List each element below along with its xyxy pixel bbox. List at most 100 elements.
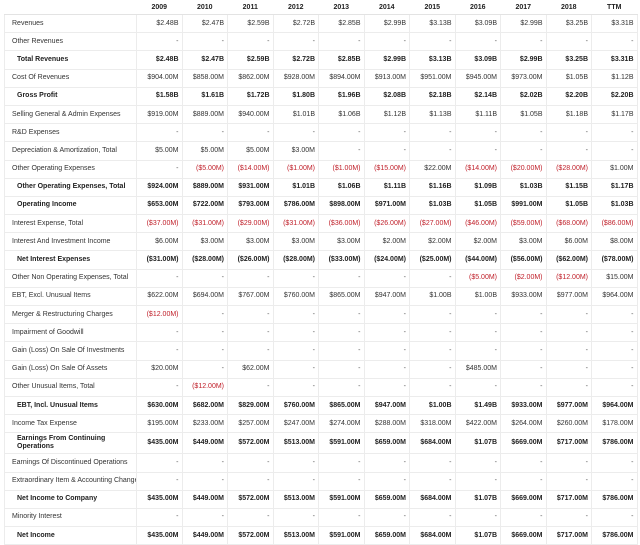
value-cell: - bbox=[409, 472, 456, 491]
value-cell: $1.11B bbox=[455, 105, 501, 125]
value-cell: ($46.00M) bbox=[455, 214, 501, 234]
year-header-2013: 2013 bbox=[318, 0, 364, 15]
value-cell: ($27.00M) bbox=[409, 214, 456, 234]
value-cell: - bbox=[273, 323, 319, 343]
table-row: Other Revenues - - - - - - - - - - - bbox=[4, 32, 638, 52]
value-cell: - bbox=[591, 305, 638, 325]
value-cell: ($31.00M) bbox=[273, 214, 319, 234]
table-row: Gross Profit $1.58B $1.61B $1.72B $1.80B $1.9… bbox=[4, 87, 638, 106]
table-row: Impairment of Goodwill - - - - - - - - - - - bbox=[4, 323, 638, 343]
value-cell: - bbox=[591, 141, 638, 161]
value-cell: $2.72B bbox=[273, 14, 319, 34]
value-cell: $933.00M bbox=[500, 396, 547, 416]
value-cell: $964.00M bbox=[591, 396, 638, 416]
value-cell: $1.09B bbox=[455, 178, 501, 197]
value-cell: $767.00M bbox=[227, 287, 274, 307]
row-label: Cost Of Revenues bbox=[4, 69, 137, 88]
table-row: Income Tax Expense $195.00M $233.00M $257.0… bbox=[4, 414, 638, 434]
value-cell: $973.00M bbox=[500, 69, 547, 88]
value-cell: $2.08B bbox=[364, 87, 410, 106]
row-label: Other Operating Expenses, Total bbox=[4, 178, 137, 197]
value-cell: $8.00M bbox=[591, 232, 638, 252]
value-cell: $1.15B bbox=[546, 178, 592, 197]
value-cell: $1.17B bbox=[591, 178, 638, 197]
value-cell: - bbox=[227, 32, 274, 52]
row-label: Earnings Of Discontinued Operations bbox=[4, 453, 137, 473]
value-cell: $264.00M bbox=[500, 414, 547, 434]
table-row: Interest And Investment Income $6.00M $3.0… bbox=[4, 232, 638, 252]
row-label: Interest Expense, Total bbox=[4, 214, 137, 234]
table-row: Earnings From Continuing Operations $435.… bbox=[4, 432, 638, 455]
value-cell: ($1.00M) bbox=[273, 160, 319, 179]
value-cell: $829.00M bbox=[227, 396, 274, 416]
value-cell: $3.00M bbox=[500, 232, 547, 252]
value-cell: - bbox=[182, 123, 228, 143]
value-cell: $435.00M bbox=[136, 490, 183, 509]
value-cell: $928.00M bbox=[273, 69, 319, 88]
value-cell: $62.00M bbox=[227, 360, 274, 379]
value-cell: - bbox=[364, 141, 410, 161]
table-row: Extraordinary Item & Accounting Change - -… bbox=[4, 472, 638, 491]
value-cell: $5.00M bbox=[136, 141, 183, 161]
value-cell: - bbox=[364, 378, 410, 397]
value-cell: $1.17B bbox=[591, 105, 638, 125]
value-cell: $947.00M bbox=[364, 287, 410, 307]
value-cell: $947.00M bbox=[364, 396, 410, 416]
value-cell: ($68.00M) bbox=[546, 214, 592, 234]
row-label: Other Unusual Items, Total bbox=[4, 378, 137, 397]
value-cell: $2.00M bbox=[364, 232, 410, 252]
table-row: Other Operating Expenses - ($5.00M) ($14.00… bbox=[4, 160, 638, 179]
row-label: Gain (Loss) On Sale Of Investments bbox=[4, 341, 137, 361]
row-label: Impairment of Goodwill bbox=[4, 323, 137, 343]
value-cell: $722.00M bbox=[182, 196, 228, 216]
value-cell: $15.00M bbox=[591, 269, 638, 288]
value-cell: $3.00M bbox=[273, 141, 319, 161]
value-cell: $991.00M bbox=[500, 196, 547, 216]
value-cell: - bbox=[182, 269, 228, 288]
value-cell: ($33.00M) bbox=[318, 250, 365, 270]
value-cell: $865.00M bbox=[318, 287, 365, 307]
value-cell: $1.00B bbox=[409, 396, 456, 416]
value-cell: - bbox=[455, 32, 501, 52]
table-row: Operating Income $653.00M $722.00M $793.00M… bbox=[4, 196, 638, 216]
row-label: Depreciation & Amortization, Total bbox=[4, 141, 137, 161]
value-cell: - bbox=[591, 472, 638, 491]
value-cell: - bbox=[182, 453, 228, 473]
value-cell: - bbox=[273, 360, 319, 379]
value-cell: - bbox=[136, 472, 183, 491]
value-cell: - bbox=[364, 453, 410, 473]
value-cell: $786.00M bbox=[591, 490, 638, 509]
value-cell: - bbox=[546, 378, 592, 397]
value-cell: $178.00M bbox=[591, 414, 638, 434]
value-cell: - bbox=[136, 123, 183, 143]
table-row: Other Unusual Items, Total - ($12.00M) - - - -… bbox=[4, 378, 638, 397]
value-cell: $513.00M bbox=[273, 526, 319, 545]
value-cell: - bbox=[591, 378, 638, 397]
value-cell: $2.99B bbox=[364, 50, 410, 70]
value-cell: $1.05B bbox=[455, 196, 501, 216]
value-cell: $669.00M bbox=[500, 526, 547, 545]
value-cell: $622.00M bbox=[136, 287, 183, 307]
value-cell: $684.00M bbox=[409, 526, 456, 545]
value-cell: $904.00M bbox=[136, 69, 183, 88]
value-cell: $3.13B bbox=[409, 50, 456, 70]
value-cell: - bbox=[500, 141, 547, 161]
value-cell: ($29.00M) bbox=[227, 214, 274, 234]
value-cell: - bbox=[455, 123, 501, 143]
value-cell: - bbox=[318, 472, 365, 491]
value-cell: $318.00M bbox=[409, 414, 456, 434]
value-cell: - bbox=[546, 141, 592, 161]
value-cell: - bbox=[318, 453, 365, 473]
value-cell: - bbox=[409, 453, 456, 473]
value-cell: - bbox=[364, 123, 410, 143]
value-cell: - bbox=[591, 32, 638, 52]
value-cell: - bbox=[273, 341, 319, 361]
value-cell: - bbox=[227, 453, 274, 473]
value-cell: $933.00M bbox=[500, 287, 547, 307]
value-cell: ($14.00M) bbox=[227, 160, 274, 179]
table-row: EBT, Incl. Unusual Items $630.00M $682.00M… bbox=[4, 396, 638, 416]
value-cell: $2.20B bbox=[591, 87, 638, 106]
value-cell: $572.00M bbox=[227, 490, 274, 509]
value-cell: - bbox=[546, 453, 592, 473]
value-cell: - bbox=[227, 305, 274, 325]
